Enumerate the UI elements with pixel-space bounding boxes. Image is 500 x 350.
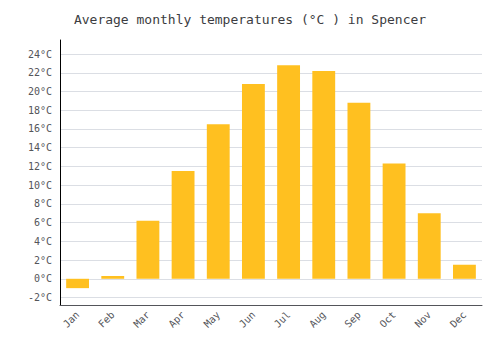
svg-text:-2°C: -2°C xyxy=(28,292,52,303)
svg-text:Jan: Jan xyxy=(61,309,82,330)
svg-text:Average monthly temperatures (: Average monthly temperatures (°C ) in Sp… xyxy=(74,12,426,27)
svg-text:18°C: 18°C xyxy=(28,105,52,116)
svg-text:6°C: 6°C xyxy=(34,217,52,228)
svg-text:Jun: Jun xyxy=(237,309,258,330)
svg-text:20°C: 20°C xyxy=(28,86,52,97)
svg-text:Sep: Sep xyxy=(342,309,363,330)
svg-text:10°C: 10°C xyxy=(28,180,52,191)
svg-text:Apr: Apr xyxy=(166,309,187,330)
svg-text:22°C: 22°C xyxy=(28,67,52,78)
svg-text:Aug: Aug xyxy=(307,309,328,330)
svg-text:12°C: 12°C xyxy=(28,161,52,172)
svg-text:Dec: Dec xyxy=(448,309,469,330)
svg-text:Mar: Mar xyxy=(131,309,152,330)
svg-text:Feb: Feb xyxy=(96,309,117,330)
svg-text:Jul: Jul xyxy=(272,309,293,330)
svg-text:0°C: 0°C xyxy=(34,273,52,284)
svg-text:8°C: 8°C xyxy=(34,198,52,209)
svg-text:24°C: 24°C xyxy=(28,49,52,60)
svg-text:May: May xyxy=(202,309,223,330)
svg-text:4°C: 4°C xyxy=(34,236,52,247)
svg-text:Nov: Nov xyxy=(413,309,434,330)
svg-text:2°C: 2°C xyxy=(34,255,52,266)
svg-text:Oct: Oct xyxy=(377,309,398,330)
svg-text:14°C: 14°C xyxy=(28,142,52,153)
svg-text:16°C: 16°C xyxy=(28,123,52,134)
